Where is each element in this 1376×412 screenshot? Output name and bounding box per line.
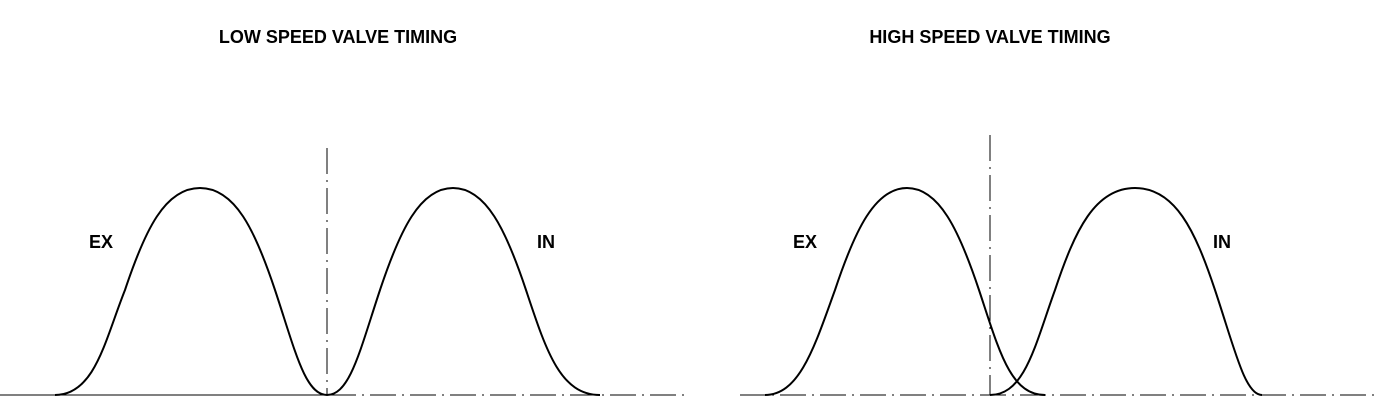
exhaust-curve <box>54 186 328 396</box>
intake-curve <box>326 186 601 396</box>
curve-label: EX <box>89 232 113 252</box>
exhaust-curve <box>764 186 1046 396</box>
curve-label: IN <box>1213 232 1231 252</box>
curve-label: IN <box>537 232 555 252</box>
panel-title: LOW SPEED VALVE TIMING <box>219 27 457 47</box>
curve-label: EX <box>793 232 817 252</box>
panel-title: HIGH SPEED VALVE TIMING <box>869 27 1110 47</box>
intake-curve <box>989 186 1263 396</box>
